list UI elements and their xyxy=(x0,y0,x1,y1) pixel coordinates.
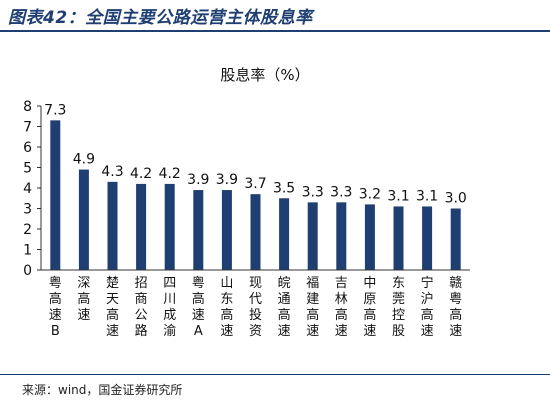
x-category-label: 皖通高速 xyxy=(278,276,291,339)
bar xyxy=(422,206,433,270)
bar-value-label: 3.1 xyxy=(387,188,409,204)
bar-chart: 股息率（%） 0 1 2 3 4 5 6 7 8 7.3 4.9 4.3 4.2 4.2 3.9 3.9 3.… xyxy=(23,66,470,339)
bar xyxy=(164,183,175,270)
y-tick-label: 7 xyxy=(23,120,32,136)
y-tick-label: 2 xyxy=(23,222,32,238)
title-rule xyxy=(0,30,550,32)
bar xyxy=(136,183,147,270)
x-category-label: 深高速 xyxy=(77,276,90,323)
x-category-label: 现代投资 xyxy=(249,276,262,339)
x-category-label: 东莞控股 xyxy=(392,276,405,339)
bar-value-label: 3.3 xyxy=(330,184,352,200)
x-category-label: 中原高速 xyxy=(363,276,376,339)
y-tick-label: 6 xyxy=(23,140,32,156)
bar-value-label: 3.0 xyxy=(445,191,467,207)
bar xyxy=(250,194,261,270)
x-category-label: 招商公路 xyxy=(135,276,148,339)
y-tick-label: 3 xyxy=(23,202,32,218)
bar-value-label: 4.9 xyxy=(73,152,95,168)
bar xyxy=(78,169,89,270)
x-category-label: 四川成渝 xyxy=(163,276,176,339)
bar xyxy=(193,190,204,270)
bar-value-label: 3.3 xyxy=(302,184,324,200)
x-category-label: 吉林高速 xyxy=(335,276,348,339)
bar xyxy=(50,120,61,270)
source-note: 来源：wind，国金证券研究所 xyxy=(22,383,183,397)
y-tick-label: 0 xyxy=(23,263,32,279)
bar-value-label: 3.2 xyxy=(359,186,381,202)
bar xyxy=(279,198,290,270)
bar xyxy=(336,202,347,270)
source-rule xyxy=(0,374,550,375)
bar-value-label: 4.2 xyxy=(130,166,152,182)
bar-value-label: 3.5 xyxy=(273,180,295,196)
bar xyxy=(107,181,118,270)
x-category-label: 赣粤高速 xyxy=(449,276,462,339)
bar xyxy=(221,190,232,270)
bar-value-label: 7.3 xyxy=(44,102,66,118)
bar xyxy=(393,206,404,270)
x-category-label: 宁沪高速 xyxy=(421,275,434,339)
bar-value-label: 3.7 xyxy=(244,176,266,192)
y-tick-label: 8 xyxy=(23,99,32,115)
bar-value-label: 3.9 xyxy=(187,172,209,188)
x-category-label: 楚天高速 xyxy=(106,276,119,339)
x-axis: 粤高速 B 深高速 楚天高速 招商公路 四川成渝 粤高速 A 山东高速 现代投资 皖通高速 福建高速 吉… xyxy=(41,269,470,339)
figure-title: 图表42：全国主要公路运营主体股息率 xyxy=(8,8,313,28)
bar-value-label: 4.3 xyxy=(101,164,123,180)
chart-title: 股息率（%） xyxy=(220,66,309,84)
x-category-label: 粤高速 B xyxy=(49,275,62,339)
y-axis: 0 1 2 3 4 5 6 7 8 xyxy=(23,99,42,279)
x-category-label: 粤高速 A xyxy=(192,275,205,339)
bar xyxy=(364,204,375,270)
bar xyxy=(307,202,318,270)
y-tick-label: 1 xyxy=(23,243,32,259)
y-tick-label: 4 xyxy=(23,181,32,197)
x-category-label: 山东高速 xyxy=(220,276,233,339)
bar-value-label: 3.9 xyxy=(216,172,238,188)
x-category-label: 福建高速 xyxy=(306,276,319,339)
y-tick-label: 5 xyxy=(23,161,32,177)
bar-value-label: 3.1 xyxy=(416,188,438,204)
bars: 7.3 4.9 4.3 4.2 4.2 3.9 3.9 3.7 3.5 3.3 3.3 3.2 3.1 3… xyxy=(44,102,467,270)
bar-value-label: 4.2 xyxy=(159,166,181,182)
bar xyxy=(450,208,461,270)
